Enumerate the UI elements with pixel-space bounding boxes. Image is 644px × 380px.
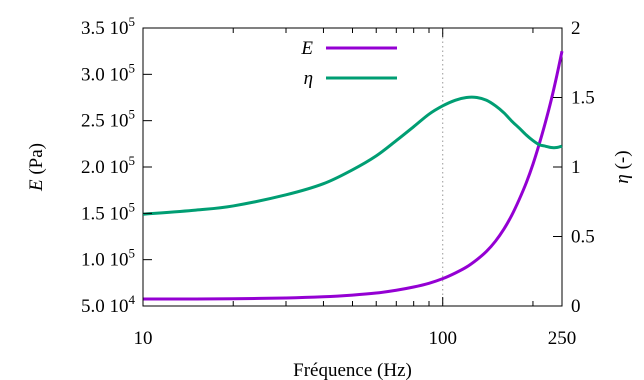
series-line-0 <box>142 50 564 301</box>
x-tick-label-0: 10 <box>134 328 153 349</box>
y-axis-title: E (Pa) <box>26 143 47 192</box>
y2-axis-unit: (-) <box>612 150 633 174</box>
y2-axis-title: η (-) <box>612 150 633 183</box>
legend-label-0: E <box>300 38 313 59</box>
y-axis-unit: (Pa) <box>26 143 47 179</box>
y-tick-label-0: 5.0 104 <box>81 292 136 317</box>
series-group <box>142 50 564 301</box>
y2-tick-label-4: 2 <box>571 18 581 39</box>
y-tick-label-6: 3.5 105 <box>81 14 135 39</box>
x-axis-title: Fréquence (Hz) <box>293 360 412 380</box>
legend: Eη <box>300 38 397 89</box>
legend-label-1: η <box>304 68 313 89</box>
y-tick-label-1: 1.0 105 <box>81 246 135 271</box>
y-tick-label-4: 2.5 105 <box>81 107 135 132</box>
ticks-group: 5.0 104 1.0 105 1.5 105 2.0 105 2.5 105 3.0 1… <box>81 14 595 349</box>
x-tick-label-2: 250 <box>548 328 577 349</box>
y2-tick-label-0: 0 <box>571 296 581 317</box>
y-tick-label-5: 3.0 105 <box>81 60 135 85</box>
y2-tick-label-2: 1 <box>571 157 581 178</box>
y-tick-label-2: 1.5 105 <box>81 199 135 224</box>
series-line-1 <box>142 95 563 216</box>
y-axis-symbol: E <box>26 179 47 192</box>
y2-tick-label-3: 1.5 <box>571 88 595 109</box>
x-tick-label-1: 100 <box>428 328 457 349</box>
y-tick-label-3: 2.0 105 <box>81 153 135 178</box>
y2-axis-symbol: η <box>612 174 633 183</box>
y2-tick-label-1: 0.5 <box>571 227 595 248</box>
plot-frame <box>142 27 563 307</box>
